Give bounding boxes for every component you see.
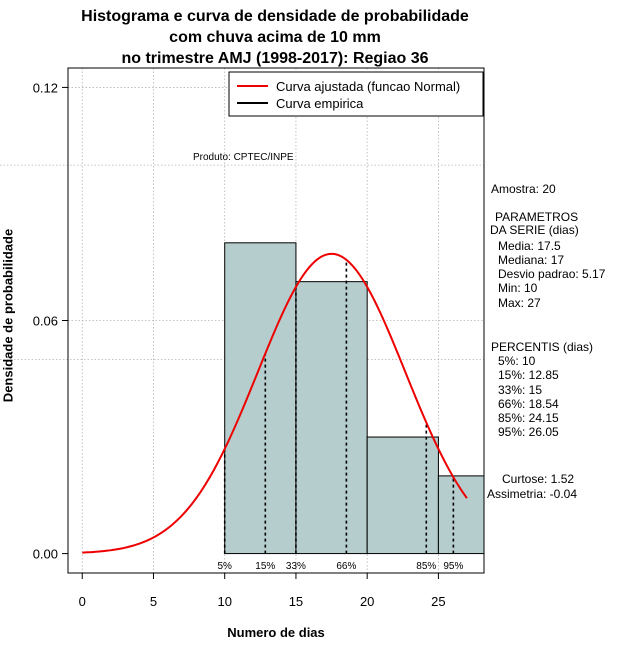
- percentile-5: 5%: 10: [498, 354, 536, 368]
- title-line-3: no trimestre AMJ (1998-2017): Regiao 36: [121, 50, 429, 67]
- percentile-95: 95%: 26.05: [498, 425, 559, 439]
- stat-median: Mediana: 17: [498, 253, 565, 267]
- stat-std-dev: Desvio padrao: 5.17: [498, 267, 606, 281]
- parameters-title: PARAMETROS: [495, 210, 579, 224]
- legend-box: [228, 71, 484, 117]
- title-line-1: Histograma e curva de densidade de proba…: [81, 8, 469, 25]
- legend-label-1: Curva empirica: [276, 96, 364, 111]
- percentile-label-0: 5%: [217, 561, 232, 572]
- stat-kurtosis: Curtose: 1.52: [502, 472, 575, 486]
- x-tick-label-4: 20: [360, 594, 374, 609]
- percentiles-title: PERCENTIS (dias): [491, 340, 594, 354]
- x-tick-label-3: 15: [289, 594, 303, 609]
- percentile-33: 33%: 15: [498, 383, 543, 397]
- sample-size: Amostra: 20: [491, 182, 556, 196]
- parameters-subtitle: DA SERIE (dias): [490, 223, 579, 237]
- stat-mean: Media: 17.5: [498, 239, 561, 253]
- percentile-label-4: 85%: [416, 561, 436, 572]
- x-tick-label-1: 5: [150, 594, 157, 609]
- percentile-label-3: 66%: [336, 561, 356, 572]
- histogram-bar: [366, 436, 439, 555]
- histogram-bar: [224, 242, 297, 555]
- y-tick-label-1: 0.06: [33, 314, 58, 329]
- title-line-2: com chuva acima de 10 mm: [169, 29, 381, 46]
- percentile-label-2: 33%: [286, 561, 306, 572]
- stat-min: Min: 10: [498, 281, 538, 295]
- x-tick-label-2: 10: [217, 594, 231, 609]
- legend-label-0: Curva ajustada (funcao Normal): [276, 79, 460, 94]
- percentile-label-5: 95%: [443, 561, 463, 572]
- chart-title: Histograma e curva de densidade de proba…: [0, 6, 550, 69]
- x-tick-label-0: 0: [79, 594, 86, 609]
- x-tick-label-5: 25: [431, 594, 445, 609]
- percentile-15: 15%: 12.85: [498, 368, 559, 382]
- y-tick-label-2: 0.12: [33, 80, 58, 95]
- percentile-66: 66%: 18.54: [498, 397, 559, 411]
- bars-group: [224, 242, 484, 555]
- stat-skewness: Assimetria: -0.04: [487, 487, 578, 501]
- product-annotation: Produto: CPTEC/INPE: [193, 152, 294, 163]
- percentile-label-1: 15%: [255, 561, 275, 572]
- stat-max: Max: 27: [498, 296, 541, 310]
- normal-fit-curve: [82, 252, 468, 554]
- histogram-bar: [295, 281, 368, 555]
- y-tick-label-0: 0.00: [33, 547, 58, 562]
- percentile-85: 85%: 24.15: [498, 411, 559, 425]
- x-axis-label: Numero de dias: [227, 625, 325, 640]
